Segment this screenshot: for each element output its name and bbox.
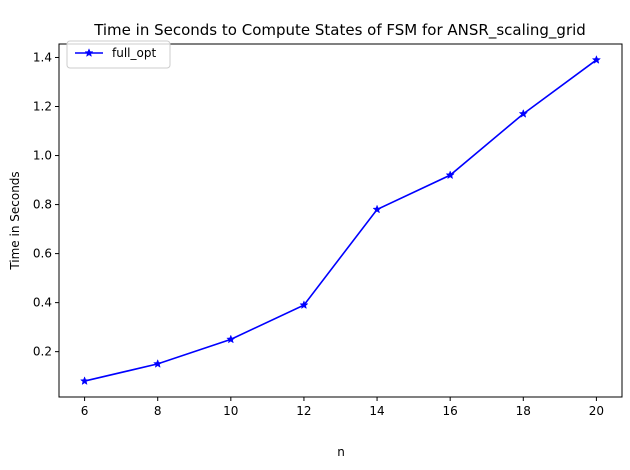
legend-star-marker bbox=[84, 48, 94, 57]
x-tick-label: 12 bbox=[296, 404, 311, 418]
x-axis-label: n bbox=[337, 445, 345, 459]
x-tick-label: 16 bbox=[443, 404, 458, 418]
y-tick-label: 0.8 bbox=[33, 198, 52, 212]
chart-title: Time in Seconds to Compute States of FSM… bbox=[93, 21, 586, 40]
x-tick-label: 10 bbox=[223, 404, 238, 418]
data-point-marker bbox=[79, 376, 90, 386]
x-axis-ticks: 6 8 10 12 14 16 18 20 bbox=[81, 397, 604, 418]
x-tick-label: 8 bbox=[154, 404, 162, 418]
x-tick-label: 20 bbox=[589, 404, 604, 418]
data-point-marker bbox=[299, 300, 309, 310]
x-tick-label: 18 bbox=[516, 404, 531, 418]
legend-label: full_opt bbox=[112, 46, 156, 60]
y-tick-label: 0.2 bbox=[33, 345, 52, 359]
series-markers bbox=[79, 55, 602, 386]
data-point-marker bbox=[153, 359, 163, 368]
x-tick-label: 14 bbox=[369, 404, 384, 418]
plot-area-frame bbox=[58, 43, 623, 398]
data-point-marker bbox=[591, 55, 602, 64]
y-tick-label: 0.4 bbox=[33, 296, 52, 310]
series-line-full-opt bbox=[84, 59, 597, 382]
y-tick-label: 1.0 bbox=[33, 149, 52, 163]
y-axis-label: Time in Seconds bbox=[8, 171, 22, 270]
x-tick-label: 6 bbox=[81, 404, 89, 418]
data-point-marker bbox=[518, 108, 528, 118]
y-tick-label: 1.4 bbox=[33, 50, 52, 64]
data-point-marker bbox=[445, 170, 455, 180]
y-tick-label: 1.2 bbox=[33, 100, 52, 114]
data-point-marker bbox=[226, 334, 236, 344]
data-point-marker bbox=[372, 204, 382, 214]
y-axis-ticks: 0.2 0.4 0.6 0.8 1.0 1.2 1.4 bbox=[33, 50, 59, 359]
legend: full_opt bbox=[66, 40, 171, 69]
legend-box bbox=[66, 40, 171, 69]
y-tick-label: 0.6 bbox=[33, 247, 52, 261]
